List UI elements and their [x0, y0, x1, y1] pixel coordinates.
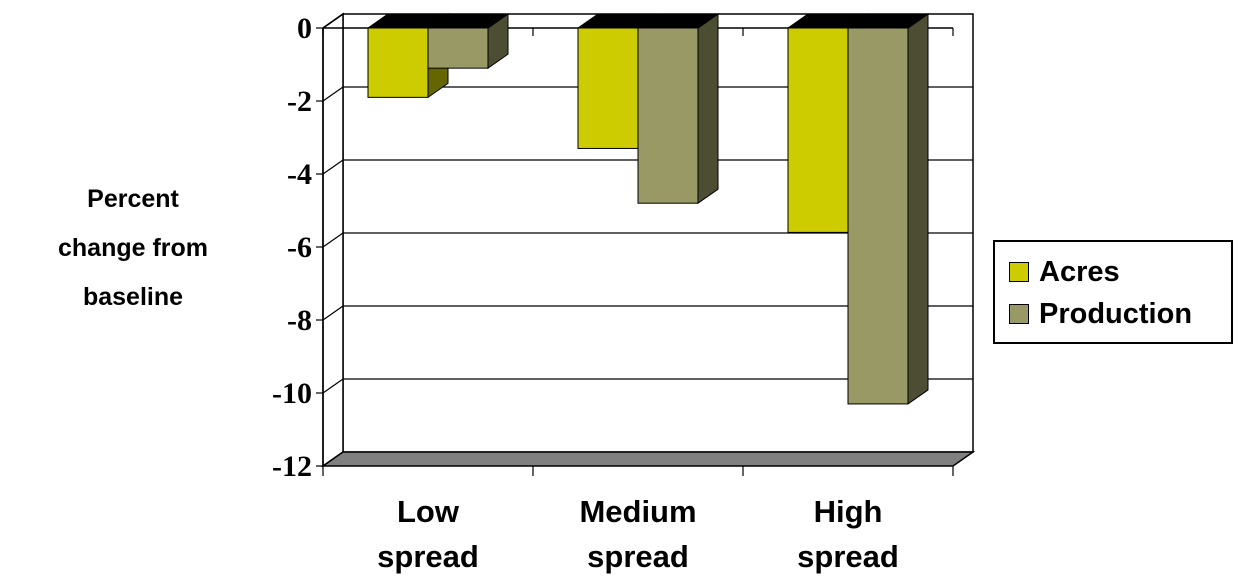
bar-production [847, 27, 909, 405]
bar-acres [577, 27, 639, 149]
legend-swatch-acres [1009, 262, 1029, 282]
x-tick-label: spread [587, 539, 689, 574]
y-tick-label: -4 [287, 158, 312, 191]
legend: Acres Production [993, 240, 1233, 344]
legend-label-production: Production [1039, 297, 1193, 330]
bar-side-production [697, 13, 719, 205]
gridline-side [322, 232, 344, 248]
legend-swatch-production [1009, 304, 1029, 324]
y-axis-label-line-3: baseline [82, 283, 184, 311]
bar-side-production [907, 13, 929, 405]
legend-label-acres: Acres [1039, 255, 1120, 288]
y-tick-label: 0 [297, 12, 312, 45]
legend-item-acres: Acres [1009, 254, 1120, 290]
x-tick-label: Low [397, 494, 460, 529]
x-tick-label: spread [377, 539, 479, 574]
x-tick-label: Medium [579, 494, 696, 529]
bar-production [637, 27, 699, 204]
y-axis-label-line-1: Percent [87, 185, 179, 213]
y-tick-label: -12 [272, 450, 312, 483]
y-tick-label: -6 [287, 231, 312, 264]
gridline-side [322, 378, 344, 394]
bar-production [427, 27, 489, 69]
y-tick-label: -2 [287, 85, 312, 118]
floor [320, 451, 976, 467]
x-tick-label: High [814, 494, 883, 529]
x-tick-label: spread [797, 539, 899, 574]
x-axis-depth-line [322, 13, 344, 29]
y-tick-label: -10 [272, 377, 312, 410]
gridline-side [322, 305, 344, 321]
gridline-side [322, 86, 344, 102]
bar-acres [787, 27, 849, 233]
gridline-side [322, 159, 344, 175]
y-axis-label-line-2: change from [57, 234, 209, 262]
bar-acres [367, 27, 429, 98]
legend-item-production: Production [1009, 296, 1192, 332]
y-tick-label: -8 [287, 304, 312, 337]
